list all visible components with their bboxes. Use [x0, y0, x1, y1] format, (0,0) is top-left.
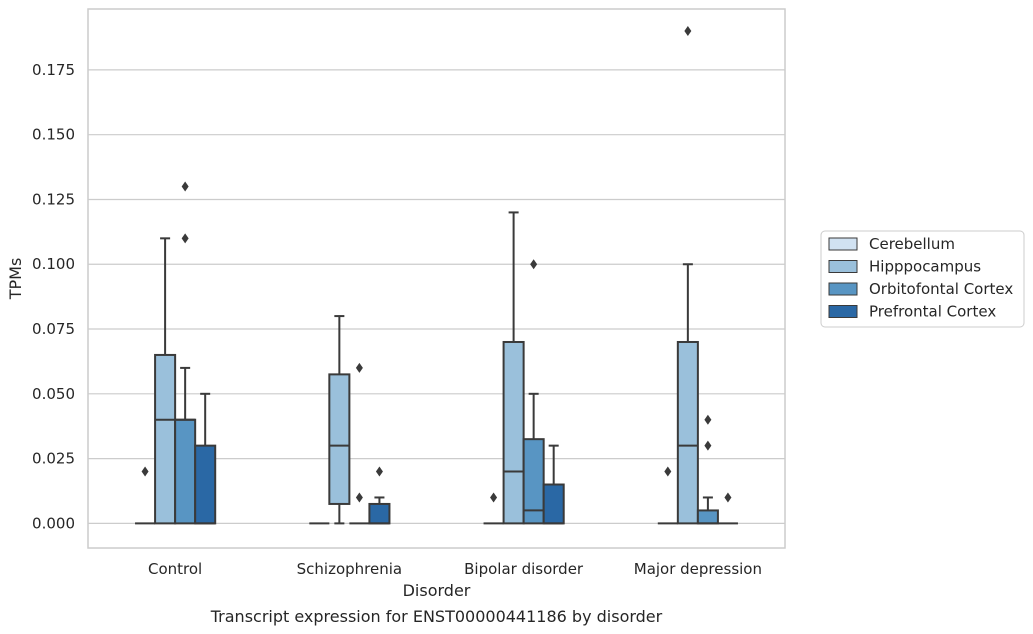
chart-caption: Transcript expression for ENST0000044118… [210, 607, 663, 626]
box-group [174, 181, 197, 525]
box [368, 502, 391, 525]
outlier-marker [355, 362, 363, 373]
outlier-marker [704, 414, 712, 425]
legend-label: Hipppocampus [869, 258, 981, 276]
box-group [135, 466, 156, 525]
box-group [696, 414, 719, 525]
y-tick-label: 0.100 [32, 255, 75, 273]
y-tick-label: 0.025 [32, 450, 75, 468]
box [328, 373, 351, 505]
outlier-marker [181, 181, 189, 192]
outlier-marker [490, 492, 498, 503]
outlier-marker [704, 440, 712, 451]
y-tick-label: 0.000 [32, 514, 75, 532]
legend-frame [820, 230, 1025, 328]
box [502, 340, 525, 525]
box-group [717, 492, 738, 525]
legend: Cerebellum Hipppocampus Orbitofontal Corte… [820, 230, 1025, 328]
box-group [522, 259, 545, 525]
box-group [154, 237, 177, 525]
box-group [328, 315, 351, 525]
box-plot-marks [135, 26, 738, 525]
x-axis-tick-labels: Control Schizophrenia Bipolar disorder Majo… [148, 560, 762, 578]
box [174, 418, 197, 525]
outlier-marker [724, 492, 732, 503]
legend-swatch [828, 305, 858, 318]
x-tick-label: Bipolar disorder [464, 560, 584, 578]
box-group [502, 211, 525, 525]
legend-swatch [828, 260, 858, 273]
legend-swatch [828, 237, 858, 251]
box-group [657, 466, 678, 525]
legend-swatch [828, 282, 858, 296]
box-group [368, 466, 391, 525]
box-group [483, 492, 504, 525]
box [676, 340, 699, 525]
x-axis-title: Disorder [403, 581, 471, 600]
box [194, 444, 217, 525]
x-tick-label: Major depression [634, 560, 762, 578]
outlier-marker [684, 26, 692, 37]
x-tick-label: Schizophrenia [297, 560, 402, 578]
legend-label: Prefrontal Cortex [869, 303, 996, 321]
outlier-marker [530, 259, 538, 270]
y-axis-ticks: 0.000 0.025 0.050 0.075 0.100 0.125 0.150 0.175 [32, 61, 75, 532]
box [522, 438, 545, 525]
legend-label: Orbitofontal Cortex [869, 280, 1013, 298]
box-group [542, 444, 565, 525]
box-group [349, 362, 370, 525]
legend-label: Cerebellum [869, 235, 955, 253]
outlier-marker [181, 233, 189, 244]
box-group [194, 392, 217, 525]
box [696, 509, 719, 525]
y-tick-label: 0.175 [32, 61, 75, 79]
y-tick-label: 0.075 [32, 320, 75, 338]
outlier-marker [141, 466, 149, 477]
box-group [676, 26, 699, 525]
x-tick-label: Control [148, 560, 202, 578]
box [542, 483, 565, 525]
outlier-marker [355, 492, 363, 503]
y-tick-label: 0.150 [32, 126, 75, 144]
y-tick-label: 0.050 [32, 385, 75, 403]
y-axis-title: TPMs [6, 258, 25, 301]
box [154, 353, 177, 525]
outlier-marker [664, 466, 672, 477]
plot-area-frame [87, 8, 786, 549]
y-tick-label: 0.125 [32, 190, 75, 208]
outlier-marker [375, 466, 383, 477]
